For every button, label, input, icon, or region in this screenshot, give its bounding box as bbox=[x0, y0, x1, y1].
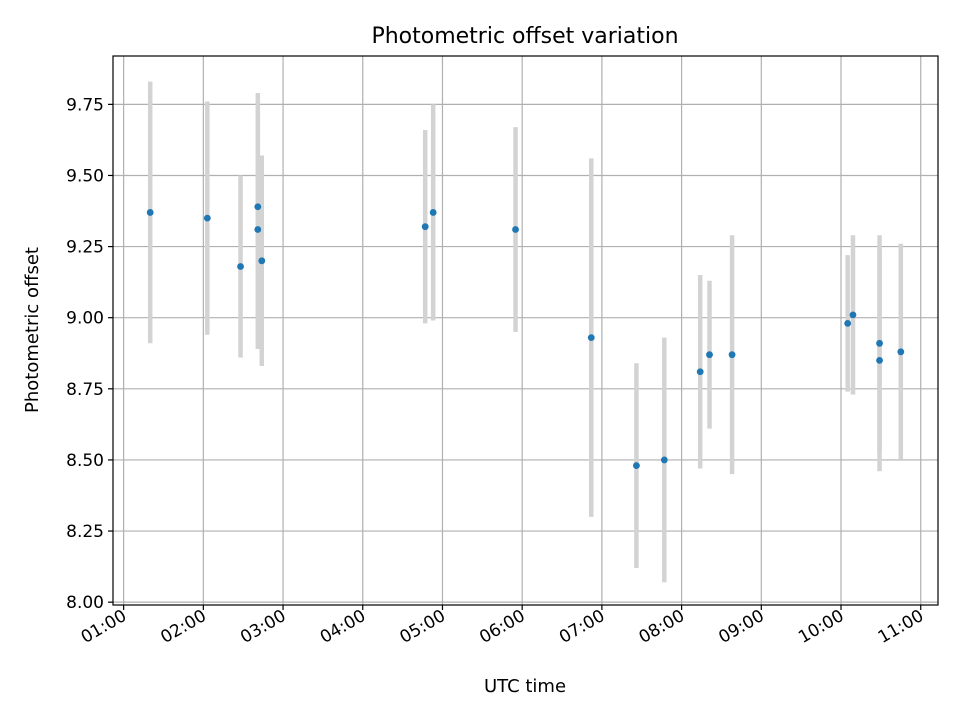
data-point bbox=[633, 462, 640, 470]
y-tick-label: 9.75 bbox=[66, 95, 104, 115]
data-point bbox=[254, 203, 262, 211]
data-point bbox=[237, 263, 244, 270]
grid bbox=[113, 56, 938, 605]
data-point bbox=[587, 334, 595, 342]
data-points bbox=[146, 203, 905, 470]
data-point bbox=[429, 209, 437, 216]
data-point bbox=[696, 368, 704, 376]
y-tick-label: 8.00 bbox=[66, 593, 104, 613]
y-tick-label: 8.50 bbox=[66, 451, 104, 471]
y-axis-label: Photometric offset bbox=[22, 247, 43, 413]
chart-title: Photometric offset variation bbox=[371, 24, 678, 49]
data-point bbox=[203, 214, 211, 222]
data-point bbox=[254, 226, 262, 233]
data-point bbox=[844, 319, 852, 327]
data-point bbox=[849, 311, 857, 319]
data-point bbox=[660, 456, 668, 464]
y-tick-label: 9.00 bbox=[66, 309, 104, 329]
y-tick-label: 8.75 bbox=[66, 380, 104, 400]
data-point bbox=[258, 257, 266, 265]
data-point bbox=[728, 351, 736, 359]
data-point bbox=[876, 339, 883, 347]
plot-frame bbox=[112, 55, 939, 606]
data-point bbox=[706, 351, 713, 359]
x-axis-label: UTC time bbox=[484, 676, 566, 697]
data-point bbox=[876, 356, 883, 364]
data-point bbox=[897, 348, 905, 356]
data-point bbox=[512, 226, 519, 233]
y-tick-label: 9.25 bbox=[66, 238, 104, 258]
y-axis-ticks: 8.00 8.25 8.50 8.75 9.00 9.25 9.50 9.75 bbox=[66, 95, 113, 613]
y-tick-label: 9.50 bbox=[66, 166, 104, 186]
data-point bbox=[421, 223, 429, 231]
data-point bbox=[146, 209, 154, 216]
y-tick-label: 8.25 bbox=[66, 522, 104, 542]
